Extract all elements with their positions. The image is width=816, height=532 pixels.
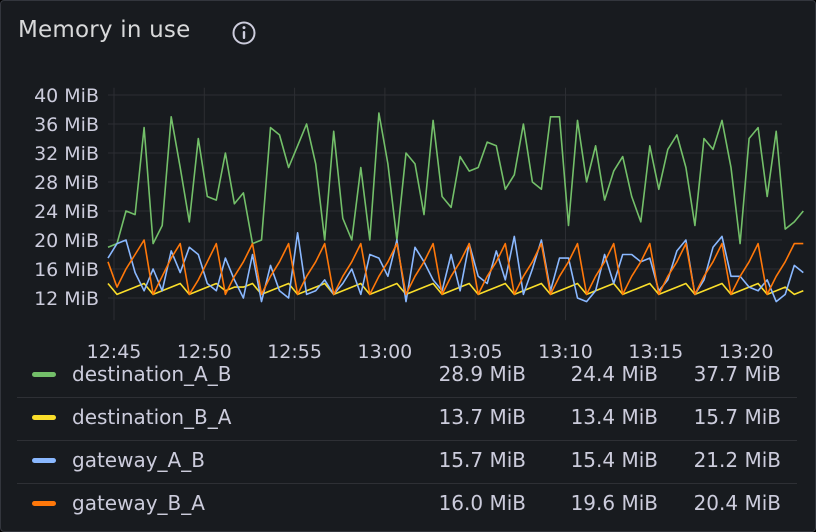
series-color-swatch	[32, 457, 56, 463]
legend-divider	[17, 440, 797, 441]
y-tick-label: 20 MiB	[34, 230, 99, 252]
memory-chart[interactable]: 12 MiB 16 MiB 20 MiB 24 MiB 28 MiB 32 MiB 36 M…	[0, 0, 816, 370]
x-tick-label: 13:10	[538, 341, 593, 363]
legend-divider	[17, 397, 797, 398]
panel-title: Memory in use	[18, 17, 191, 43]
y-tick-label: 16 MiB	[34, 259, 99, 281]
series-color-swatch	[32, 371, 56, 377]
stat-value: 15.7 MiB	[693, 405, 781, 429]
y-tick-label: 24 MiB	[34, 201, 99, 223]
legend-row[interactable]: gateway_B_A 16.0 MiB 19.6 MiB 20.4 MiB	[17, 483, 797, 523]
series-name[interactable]: gateway_A_B	[72, 448, 205, 472]
series-line-destination-a-b	[107, 112, 804, 249]
y-tick-label: 32 MiB	[34, 143, 99, 165]
y-tick-label: 36 MiB	[34, 114, 99, 136]
x-tick-label: 13:05	[448, 341, 503, 363]
x-tick-label: 12:55	[267, 341, 322, 363]
y-tick-label: 40 MiB	[34, 85, 99, 107]
legend-row[interactable]: destination_B_A 13.7 MiB 13.4 MiB 15.7 MiB	[17, 397, 797, 437]
legend-row[interactable]: gateway_A_B 15.7 MiB 15.4 MiB 21.2 MiB	[17, 440, 797, 480]
series-name[interactable]: gateway_B_A	[72, 491, 205, 515]
series-color-swatch	[32, 500, 56, 506]
stat-value: 24.4 MiB	[570, 362, 658, 386]
stat-value: 15.7 MiB	[438, 448, 526, 472]
x-tick-label: 12:45	[87, 341, 142, 363]
y-tick-label: 28 MiB	[34, 172, 99, 194]
x-tick-label: 13:15	[628, 341, 683, 363]
info-icon[interactable]	[231, 20, 257, 46]
y-tick-label: 12 MiB	[34, 288, 99, 310]
stat-value: 19.6 MiB	[570, 491, 658, 515]
legend-divider	[17, 483, 797, 484]
stat-value: 15.4 MiB	[570, 448, 658, 472]
legend-row[interactable]: destination_A_B 28.9 MiB 24.4 MiB 37.7 MiB	[17, 354, 797, 394]
stat-value: 13.4 MiB	[570, 405, 658, 429]
series-name[interactable]: destination_B_A	[72, 405, 232, 429]
series-line-gateway-a-b	[107, 232, 804, 303]
series-name[interactable]: destination_A_B	[72, 362, 232, 386]
stat-value: 20.4 MiB	[693, 491, 781, 515]
series-color-swatch	[32, 414, 56, 420]
stat-value: 16.0 MiB	[438, 491, 526, 515]
stat-value: 13.7 MiB	[438, 405, 526, 429]
x-tick-label: 12:50	[177, 341, 232, 363]
series-line-gateway-b-a	[107, 239, 804, 296]
stat-value: 28.9 MiB	[438, 362, 526, 386]
x-tick-label: 13:20	[719, 341, 774, 363]
stat-value: 37.7 MiB	[693, 362, 781, 386]
stat-value: 21.2 MiB	[693, 448, 781, 472]
x-tick-label: 13:00	[358, 341, 413, 363]
